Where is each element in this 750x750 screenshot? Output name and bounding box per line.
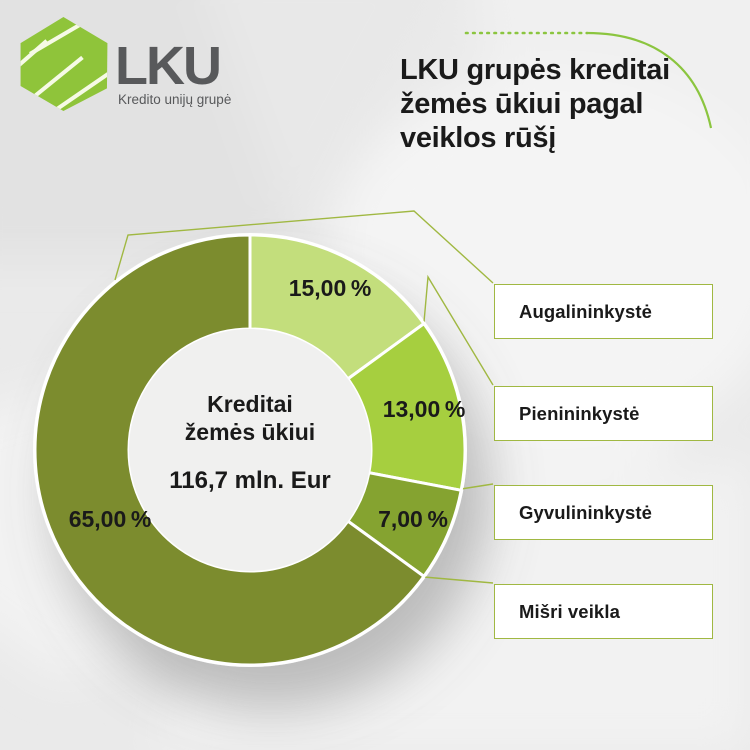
svg-text:15,00 %: 15,00 %: [289, 275, 372, 301]
svg-text:žemės ūkiui: žemės ūkiui: [185, 419, 315, 445]
svg-text:Kreditai: Kreditai: [207, 391, 293, 417]
svg-text:13,00 %: 13,00 %: [383, 396, 466, 422]
svg-text:7,00 %: 7,00 %: [378, 506, 448, 532]
svg-text:116,7 mln. Eur: 116,7 mln. Eur: [169, 467, 330, 494]
svg-text:65,00 %: 65,00 %: [69, 506, 152, 532]
